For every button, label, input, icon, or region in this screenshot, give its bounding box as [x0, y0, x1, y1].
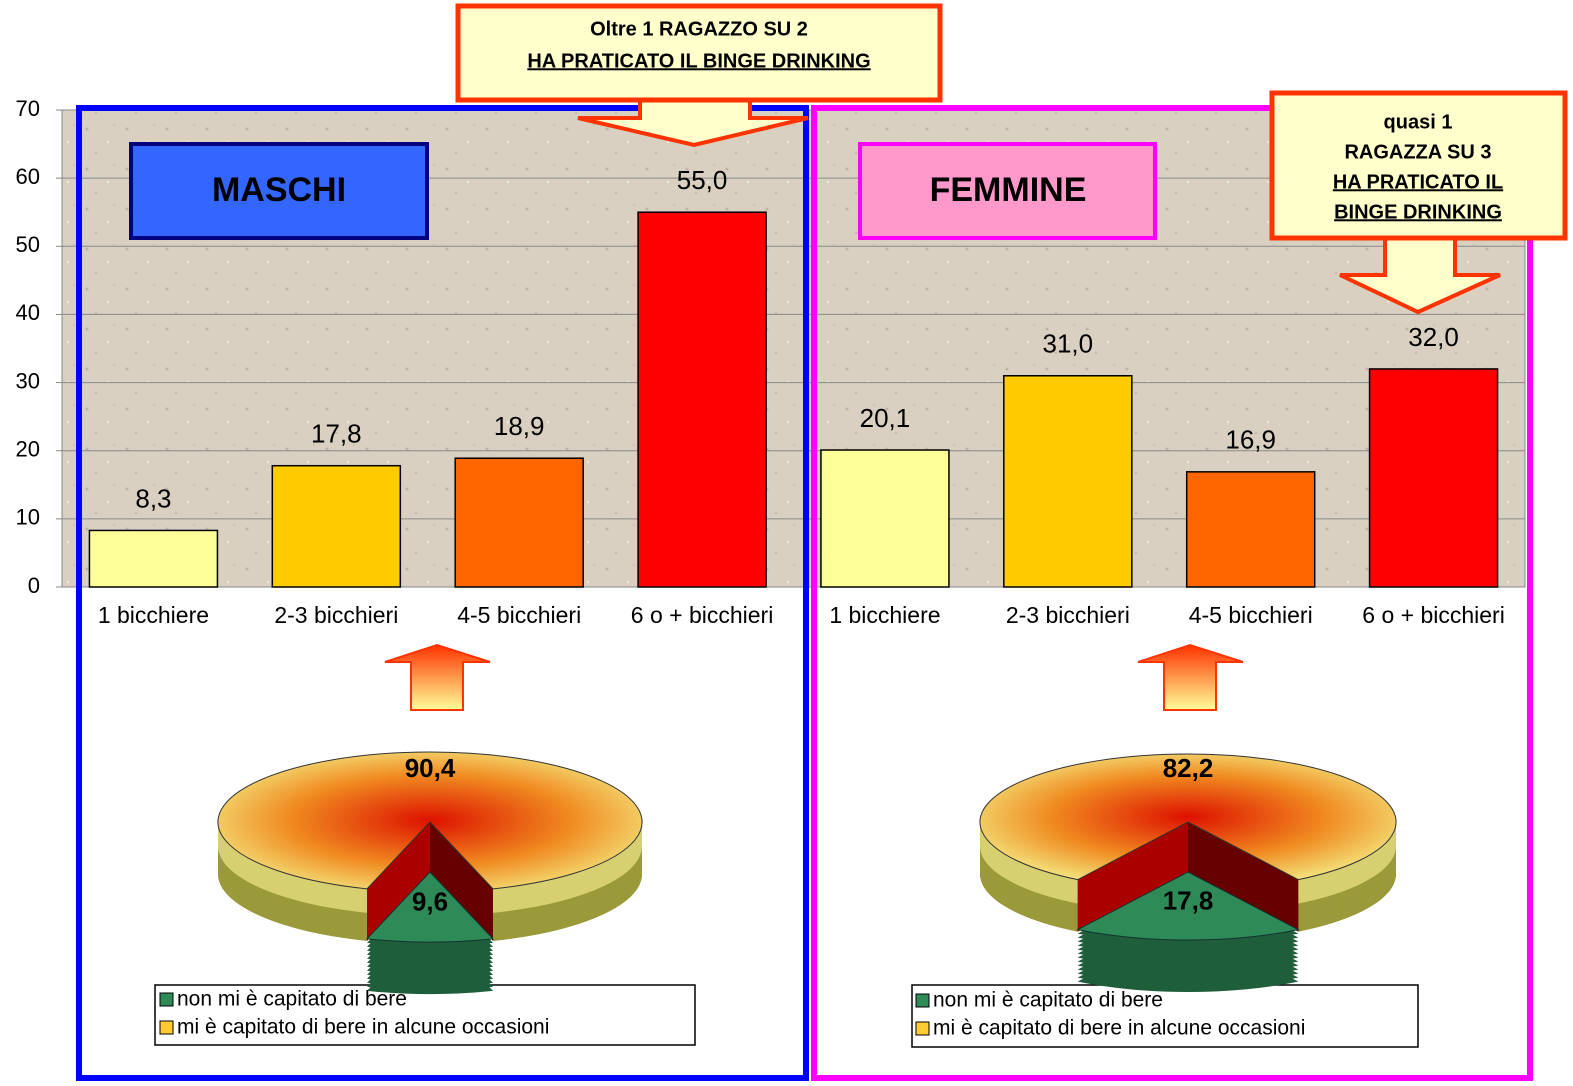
- y-tick-label: 20: [16, 437, 40, 462]
- pie-side: [367, 822, 430, 941]
- pie-side: [1077, 822, 1188, 932]
- callout-text: HA PRATICATO IL: [1333, 171, 1503, 193]
- legend-swatch: [915, 1021, 930, 1036]
- legend-label: mi è capitato di bere in alcune occasion…: [933, 1017, 1305, 1040]
- pie-side: [1188, 822, 1299, 932]
- data-label: 31,0: [1043, 329, 1094, 359]
- x-tick-label: 6 o + bicchieri: [1362, 602, 1505, 628]
- bar: [454, 457, 584, 588]
- bar: [1368, 368, 1499, 588]
- data-label: 17,8: [311, 419, 362, 449]
- data-label: 17,8: [1163, 885, 1214, 915]
- callout-text: Oltre 1 RAGAZZO SU 2: [590, 18, 808, 40]
- x-tick-label: 1 bicchiere: [829, 602, 940, 628]
- bar: [88, 529, 219, 588]
- callout-text: BINGE DRINKING: [1334, 201, 1502, 223]
- panel-label: MASCHI: [212, 171, 346, 209]
- panel-femmine: [811, 105, 1533, 1081]
- data-label: 20,1: [860, 403, 911, 433]
- bar: [271, 464, 402, 588]
- callout-arrow: [1339, 236, 1501, 315]
- data-label: 55,0: [677, 165, 728, 195]
- up-arrow: [384, 643, 491, 711]
- y-tick-label: 60: [16, 164, 40, 189]
- data-label: 18,9: [494, 411, 545, 441]
- label-box: [129, 142, 429, 240]
- callout-box: [1269, 90, 1568, 241]
- bar: [1185, 471, 1316, 588]
- panel-label: FEMMINE: [930, 171, 1087, 209]
- legend-swatch: [159, 1020, 174, 1035]
- y-tick-label: 0: [28, 573, 40, 598]
- x-tick-label: 2-3 bicchieri: [274, 602, 398, 628]
- data-label: 8,3: [135, 483, 171, 513]
- x-tick-label: 6 o + bicchieri: [631, 602, 774, 628]
- legend-swatch: [159, 992, 174, 1007]
- legend: [154, 984, 696, 1046]
- pie-slice: [979, 753, 1397, 881]
- pie-slice: [217, 751, 643, 890]
- pie-slice: [1076, 871, 1300, 941]
- x-tick-label: 4-5 bicchieri: [1189, 602, 1313, 628]
- y-tick-label: 50: [16, 232, 40, 257]
- legend-label: mi è capitato di bere in alcune occasion…: [177, 1016, 549, 1039]
- legend-swatch: [915, 993, 930, 1008]
- y-tick-label: 40: [16, 300, 40, 325]
- bar: [820, 449, 950, 588]
- panel-maschi: [76, 105, 809, 1081]
- y-tick-label: 30: [16, 368, 40, 393]
- legend-label: non mi è capitato di bere: [933, 989, 1163, 1012]
- callout-text: RAGAZZA SU 3: [1344, 141, 1491, 163]
- up-arrow: [1137, 643, 1244, 711]
- y-tick-label: 70: [16, 96, 40, 121]
- callout-text: HA PRATICATO IL BINGE DRINKING: [527, 50, 870, 72]
- callout-box: [455, 3, 943, 103]
- x-tick-label: 2-3 bicchieri: [1006, 602, 1130, 628]
- callout-text: quasi 1: [1384, 111, 1453, 133]
- callout-arrow: [577, 98, 809, 148]
- data-label: 82,2: [1163, 753, 1214, 783]
- pie-side: [430, 822, 493, 941]
- x-tick-label: 1 bicchiere: [98, 602, 209, 628]
- label-box: [858, 142, 1157, 240]
- x-tick-label: 4-5 bicchieri: [457, 602, 581, 628]
- data-label: 90,4: [405, 753, 456, 783]
- bar: [637, 211, 767, 588]
- pie-slice: [365, 871, 495, 943]
- data-label: 16,9: [1225, 425, 1276, 455]
- data-label: 9,6: [412, 886, 448, 916]
- y-tick-label: 10: [16, 505, 40, 530]
- legend-label: non mi è capitato di bere: [177, 988, 407, 1011]
- data-label: 32,0: [1408, 322, 1459, 352]
- bar: [1003, 375, 1133, 588]
